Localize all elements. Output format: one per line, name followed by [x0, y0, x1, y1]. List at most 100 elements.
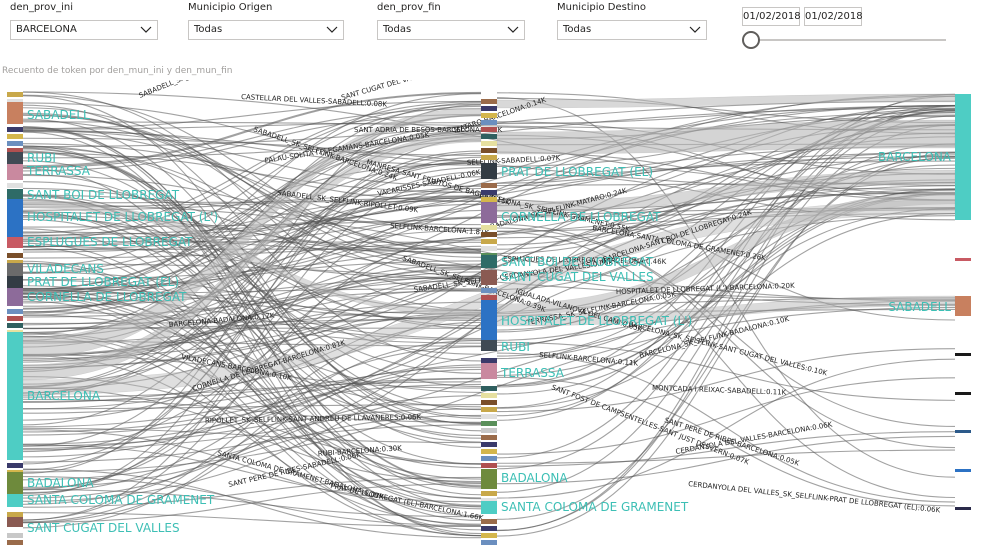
- middle-minor-node[interactable]: [481, 456, 497, 461]
- sankey-link[interactable]: [22, 101, 482, 234]
- middle-minor-node[interactable]: [481, 141, 497, 146]
- middle-node[interactable]: [481, 300, 497, 342]
- middle-minor-node[interactable]: [481, 449, 497, 454]
- sankey-link[interactable]: [22, 93, 482, 298]
- sankey-link[interactable]: [22, 126, 482, 488]
- middle-minor-node[interactable]: [481, 239, 497, 244]
- sankey-link[interactable]: [22, 429, 482, 507]
- origin-minor-node[interactable]: [7, 92, 23, 97]
- sankey-link[interactable]: [22, 130, 482, 291]
- sankey-link[interactable]: [22, 150, 482, 411]
- sankey-link[interactable]: [496, 352, 956, 503]
- sankey-link[interactable]: [496, 143, 956, 417]
- destination-minor-node[interactable]: [955, 258, 971, 261]
- sankey-link[interactable]: [22, 146, 482, 268]
- sankey-link[interactable]: [496, 435, 956, 485]
- sankey-link[interactable]: [22, 160, 482, 388]
- sankey-link[interactable]: [496, 358, 956, 499]
- origin-node[interactable]: [7, 237, 23, 248]
- den-prov-ini-dropdown[interactable]: BARCELONA: [10, 20, 158, 40]
- municipio-destino-dropdown[interactable]: Todas: [557, 20, 707, 40]
- origin-node[interactable]: [7, 164, 23, 180]
- origin-minor-node[interactable]: [7, 512, 23, 517]
- origin-minor-node[interactable]: [7, 463, 23, 468]
- origin-minor-node[interactable]: [7, 127, 23, 132]
- sankey-link[interactable]: [22, 130, 482, 187]
- date-slider-handle[interactable]: [742, 31, 760, 49]
- middle-minor-node[interactable]: [481, 148, 497, 153]
- middle-node[interactable]: [481, 202, 497, 223]
- sankey-link[interactable]: [496, 431, 956, 467]
- sankey-link[interactable]: [22, 195, 482, 248]
- sankey-link[interactable]: [22, 166, 482, 396]
- origin-node[interactable]: [7, 472, 23, 494]
- middle-minor-node[interactable]: [481, 421, 497, 426]
- middle-minor-node[interactable]: [481, 358, 497, 363]
- sankey-link[interactable]: [22, 408, 482, 447]
- sankey-link[interactable]: [22, 260, 482, 506]
- sankey-link[interactable]: [22, 92, 482, 168]
- middle-minor-node[interactable]: [481, 540, 497, 545]
- origin-node[interactable]: [7, 189, 23, 201]
- origin-minor-node[interactable]: [7, 148, 23, 153]
- middle-minor-node[interactable]: [481, 120, 497, 125]
- destination-node[interactable]: [955, 94, 971, 220]
- sankey-link[interactable]: [22, 321, 482, 523]
- sankey-link[interactable]: [496, 105, 956, 125]
- origin-minor-node[interactable]: [7, 99, 23, 104]
- origin-node[interactable]: [7, 276, 23, 288]
- end-date-input[interactable]: 01/02/2018: [804, 7, 863, 26]
- origin-minor-node[interactable]: [7, 533, 23, 538]
- middle-minor-node[interactable]: [481, 113, 497, 118]
- middle-minor-node[interactable]: [481, 393, 497, 398]
- sankey-link[interactable]: [22, 215, 482, 355]
- middle-node[interactable]: [481, 255, 497, 268]
- middle-minor-node[interactable]: [481, 295, 497, 300]
- middle-minor-node[interactable]: [481, 99, 497, 104]
- middle-minor-node[interactable]: [481, 435, 497, 440]
- sankey-link[interactable]: [22, 246, 482, 531]
- sankey-link[interactable]: [496, 209, 956, 218]
- middle-minor-node[interactable]: [481, 526, 497, 531]
- sankey-link[interactable]: [22, 204, 956, 302]
- origin-minor-node[interactable]: [7, 183, 23, 188]
- sankey-link[interactable]: [22, 245, 482, 491]
- origin-minor-node[interactable]: [7, 260, 23, 265]
- destination-minor-node[interactable]: [955, 469, 971, 472]
- origin-minor-node[interactable]: [7, 540, 23, 545]
- sankey-link[interactable]: [22, 290, 482, 318]
- start-date-input[interactable]: 01/02/2018: [742, 7, 801, 26]
- sankey-link[interactable]: [22, 300, 482, 537]
- middle-minor-node[interactable]: [481, 127, 497, 132]
- sankey-link[interactable]: [22, 118, 482, 425]
- middle-minor-node[interactable]: [481, 183, 497, 188]
- middle-minor-node[interactable]: [481, 232, 497, 237]
- origin-node[interactable]: [7, 152, 23, 164]
- middle-node[interactable]: [481, 469, 497, 489]
- destination-minor-node[interactable]: [955, 430, 971, 433]
- middle-minor-node[interactable]: [481, 225, 497, 230]
- sankey-link[interactable]: [22, 293, 482, 424]
- middle-minor-node[interactable]: [481, 246, 497, 251]
- middle-minor-node[interactable]: [481, 155, 497, 160]
- sankey-link[interactable]: [22, 91, 482, 311]
- middle-minor-node[interactable]: [481, 407, 497, 412]
- middle-node[interactable]: [481, 340, 497, 351]
- origin-node[interactable]: [7, 199, 23, 237]
- sankey-link[interactable]: [496, 93, 956, 459]
- sankey-link[interactable]: [22, 131, 482, 295]
- sankey-link[interactable]: [22, 248, 482, 251]
- middle-minor-node[interactable]: [481, 463, 497, 468]
- origin-minor-node[interactable]: [7, 134, 23, 139]
- sankey-link[interactable]: [22, 468, 482, 539]
- middle-minor-node[interactable]: [481, 386, 497, 391]
- middle-node[interactable]: [481, 270, 497, 285]
- sankey-link[interactable]: [22, 91, 482, 167]
- sankey-link[interactable]: [22, 414, 482, 488]
- middle-node[interactable]: [481, 501, 497, 514]
- middle-node[interactable]: [481, 363, 497, 379]
- sankey-link[interactable]: [22, 133, 482, 313]
- origin-node[interactable]: [7, 517, 23, 527]
- middle-minor-node[interactable]: [481, 190, 497, 195]
- sankey-link[interactable]: [22, 111, 956, 251]
